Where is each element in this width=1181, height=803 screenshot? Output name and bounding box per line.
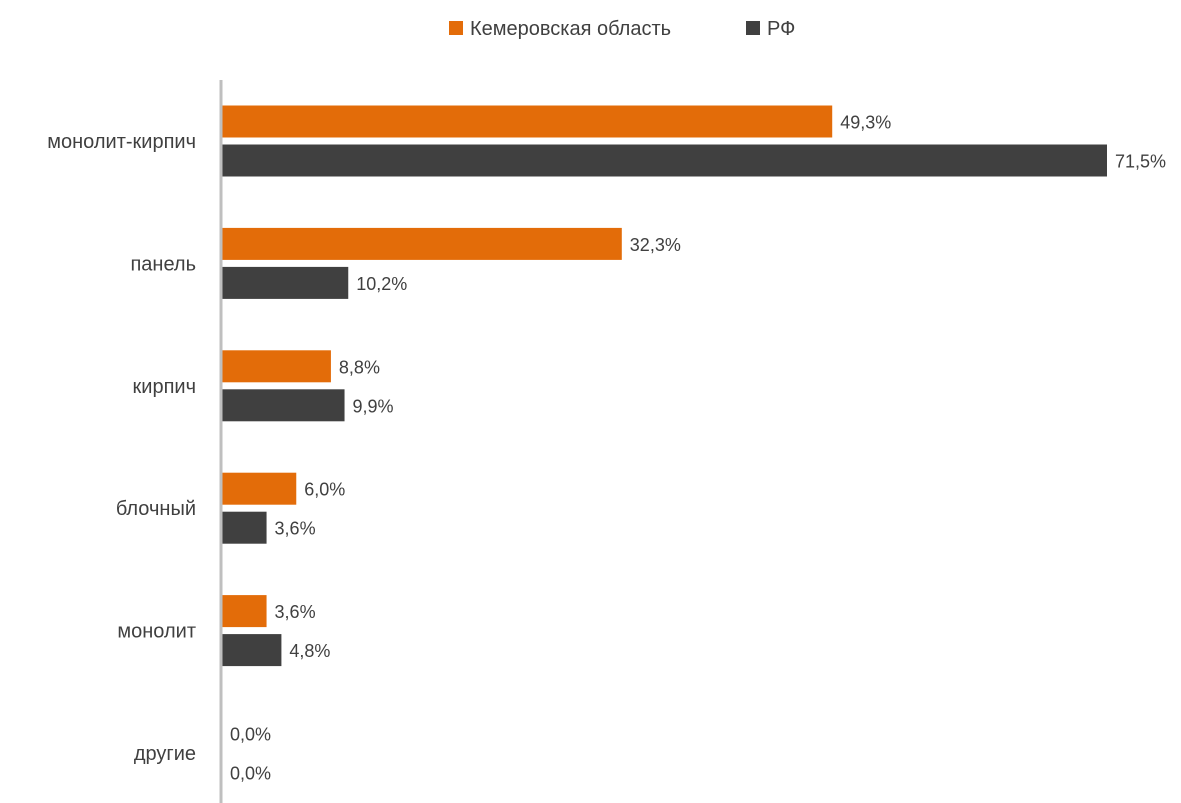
bar-rf — [222, 511, 267, 544]
bar-rf — [222, 144, 1107, 177]
data-label-kemerovo: 0,0% — [230, 725, 271, 745]
data-label-rf: 4,8% — [289, 641, 330, 661]
bar-rf — [222, 634, 282, 667]
category-label: кирпич — [133, 376, 196, 398]
bar-kemerovo — [222, 105, 833, 138]
category-label: панель — [130, 253, 196, 275]
legend-swatch-1 — [449, 21, 463, 35]
category-label: блочный — [116, 498, 196, 520]
data-label-rf: 3,6% — [275, 519, 316, 539]
category-label: другие — [134, 743, 196, 765]
bar-kemerovo — [222, 472, 297, 505]
data-label-rf: 0,0% — [230, 764, 271, 784]
data-label-rf: 9,9% — [353, 396, 394, 416]
data-label-kemerovo: 49,3% — [840, 113, 891, 133]
data-label-kemerovo: 8,8% — [339, 357, 380, 377]
category-label: монолит-кирпич — [47, 131, 196, 153]
chart-bars: 49,3% 71,5% 32,3% 10,2% 8,8% 9,9% 6,0% 3,6% 3,6%… — [222, 105, 1166, 784]
chart-legend: Кемеровская область РФ — [449, 18, 795, 40]
data-label-rf: 71,5% — [1115, 152, 1166, 172]
data-label-kemerovo: 6,0% — [304, 480, 345, 500]
bar-rf — [222, 389, 345, 422]
category-labels: монолит-кирпич панель кирпич блочный монолит… — [47, 131, 196, 765]
bar-kemerovo — [222, 350, 331, 383]
data-label-kemerovo: 3,6% — [275, 602, 316, 622]
bar-kemerovo — [222, 227, 622, 260]
data-label-kemerovo: 32,3% — [630, 235, 681, 255]
bar-kemerovo — [222, 595, 267, 628]
legend-swatch-2 — [746, 21, 760, 35]
data-label-rf: 10,2% — [356, 274, 407, 294]
legend-label-2: РФ — [767, 18, 795, 40]
bar-rf — [222, 266, 349, 299]
legend-label-1: Кемеровская область — [470, 18, 671, 40]
category-label: монолит — [117, 621, 196, 643]
